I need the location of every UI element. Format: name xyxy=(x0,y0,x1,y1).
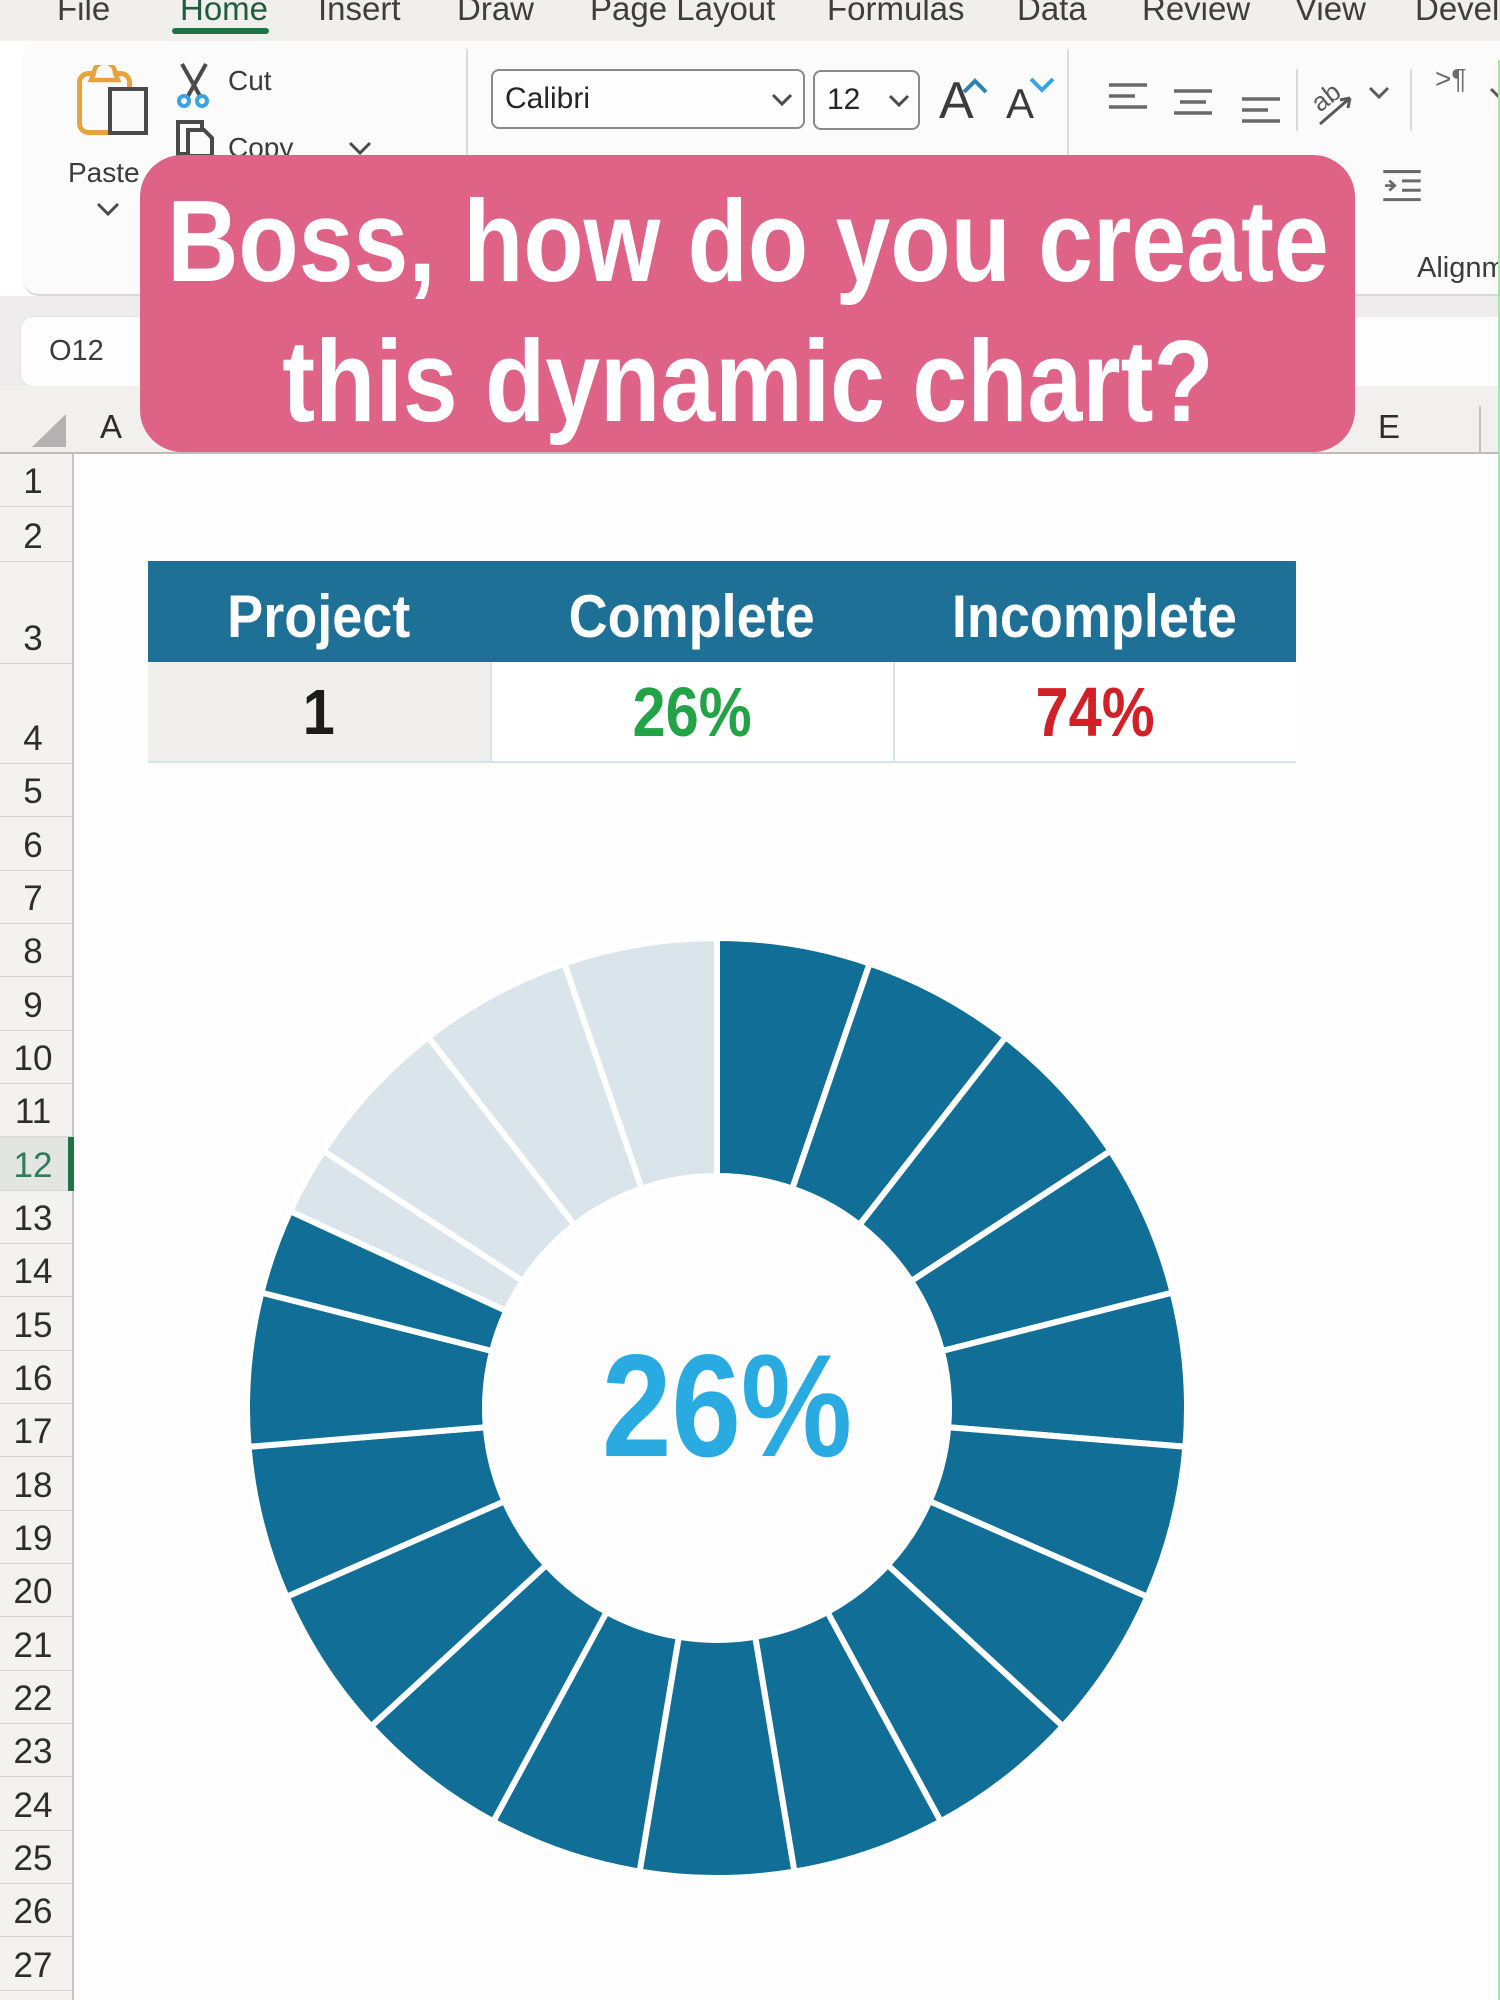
svg-text:26%: 26% xyxy=(602,1324,852,1487)
